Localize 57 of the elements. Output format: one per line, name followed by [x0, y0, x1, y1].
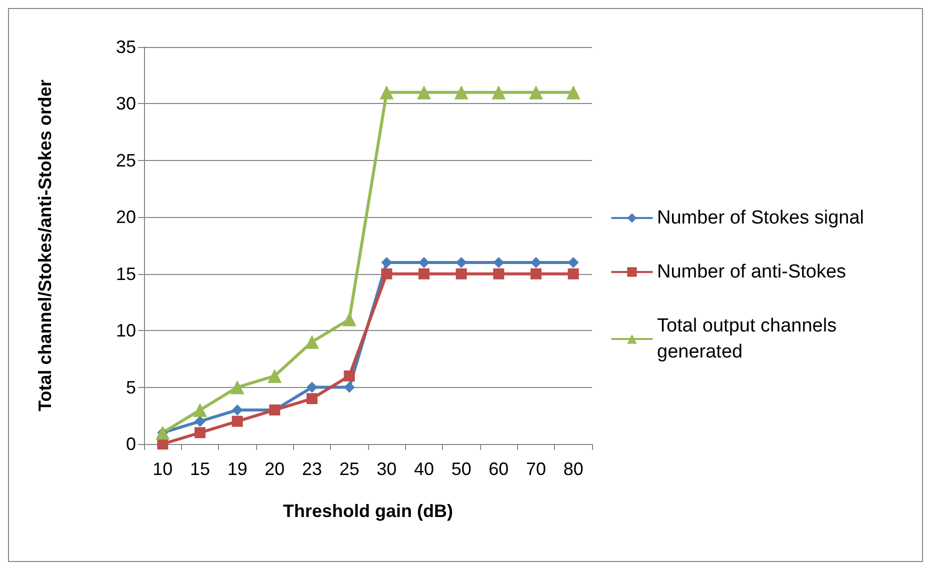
point — [157, 438, 168, 450]
x-axis-title: Threshold gain (dB) — [283, 501, 453, 521]
point — [530, 257, 542, 268]
point — [381, 268, 392, 280]
y-axis-title: Total channel/Stokes/anti-Stokes order — [35, 80, 55, 412]
point — [529, 85, 543, 100]
y-tick-label: 20 — [116, 207, 136, 228]
point — [344, 370, 355, 382]
point — [493, 257, 504, 268]
point — [492, 85, 506, 100]
x-tick-label: 15 — [190, 459, 210, 479]
point — [305, 334, 319, 349]
point — [454, 85, 468, 100]
point — [306, 393, 318, 404]
point — [568, 268, 579, 280]
x-tick-label: 70 — [526, 459, 546, 479]
point — [566, 85, 580, 100]
x-tick-label: 23 — [302, 459, 322, 479]
point — [342, 312, 356, 326]
x-tick-label: 80 — [563, 459, 584, 479]
x-tick-label: 60 — [488, 459, 509, 479]
legend-label: Number of Stokes signal — [657, 208, 864, 228]
point — [530, 268, 542, 280]
x-tick-label: 10 — [152, 459, 173, 479]
x-tick-label: 30 — [376, 459, 397, 479]
legend-label: Total output channels generated — [657, 316, 842, 362]
point — [232, 416, 243, 427]
point — [232, 404, 243, 416]
point — [493, 268, 504, 280]
y-tick-label: 5 — [126, 377, 136, 398]
point — [194, 427, 206, 438]
point — [456, 268, 467, 280]
point — [306, 382, 318, 393]
x-tick-label: 40 — [414, 459, 434, 479]
point — [268, 368, 282, 383]
y-tick-label: 25 — [116, 150, 136, 170]
point — [418, 268, 430, 280]
point — [380, 85, 394, 100]
point — [344, 382, 355, 393]
x-tick-label: 50 — [451, 459, 472, 479]
point — [381, 257, 392, 268]
point — [568, 257, 579, 268]
point — [456, 257, 467, 268]
point — [194, 416, 206, 427]
y-tick-label: 10 — [116, 320, 136, 341]
x-tick-label: 25 — [339, 459, 360, 479]
point — [193, 402, 207, 417]
x-tick-label: 20 — [264, 459, 285, 479]
point — [417, 85, 431, 100]
y-tick-label: 30 — [116, 94, 136, 114]
legend-label: Number of anti-Stokes — [657, 262, 846, 282]
point — [230, 380, 244, 394]
y-tick-label: 35 — [116, 37, 136, 57]
point — [418, 257, 430, 268]
x-tick-label: 19 — [227, 459, 248, 479]
y-tick-label: 0 — [126, 434, 136, 454]
y-tick-label: 15 — [116, 264, 136, 284]
